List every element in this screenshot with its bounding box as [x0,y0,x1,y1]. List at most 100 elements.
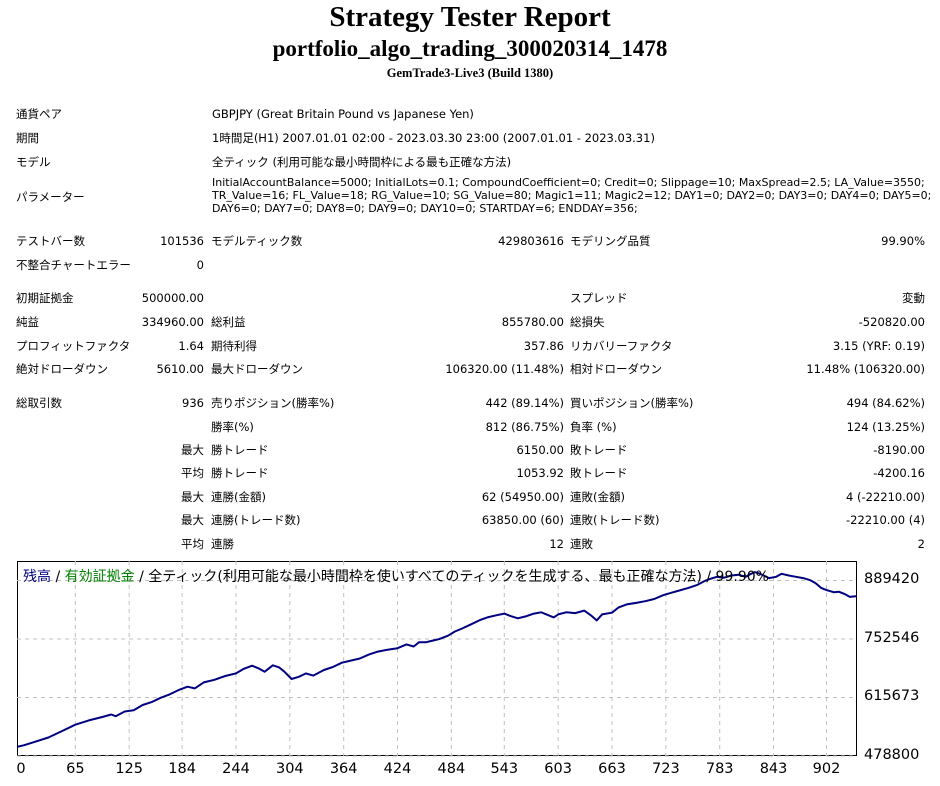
mismatch-value: 0 [196,258,204,272]
cons-loss-money-value: 4 (-22210.00) [846,490,925,504]
x-tick-label: 304 [275,761,304,777]
max-label-1: 最大 [181,443,204,457]
x-tick-label: 603 [544,761,572,777]
x-tick-label: 663 [598,761,626,777]
chart-legend: 残高 / 有効証拠金 / 全ティック(利用可能な最小時間枠を使いすべてのティック… [23,566,769,586]
expected-payoff-label: 期待利得 [211,339,257,353]
recovery-factor-value: 3.15 (YRF: 0.19) [832,339,925,353]
legend-separator: / [51,569,65,585]
ticks-label: モデルティック数 [211,234,303,248]
params-line-3: DAY6=0; DAY7=0; DAY8=0; DAY9=0; DAY10=0;… [212,202,638,215]
y-tick-label: 615673 [864,688,920,705]
long-positions-value: 494 (84.62%) [846,396,925,410]
loss-rate-value: 124 (13.25%) [846,420,925,434]
short-positions-value: 442 (89.14%) [485,396,564,410]
quality-label: モデリング品質 [570,234,651,248]
expected-payoff-value: 357.86 [523,339,564,353]
largest-win-value: 6150.00 [516,443,564,457]
total-trades-label: 総取引数 [16,396,62,410]
x-tick-label: 0 [16,761,26,777]
x-tick-label: 783 [705,761,734,777]
model-label: モデル [16,155,51,169]
deposit-label: 初期証拠金 [16,291,74,305]
rel-drawdown-label: 相対ドローダウン [570,362,662,376]
x-tick-label: 424 [383,761,412,777]
mismatch-label: 不整合チャートエラー [16,258,131,272]
rel-drawdown-value: 11.48% (106320.00) [806,362,925,376]
x-tick-label: 843 [759,761,788,777]
pair-value: GBPJPY (Great Britain Pound vs Japanese … [212,107,474,121]
build-info: GemTrade3-Live3 (Build 1380) [386,66,554,80]
balance-chart [16,561,858,757]
abs-drawdown-value: 5610.00 [156,362,204,376]
largest-win-label: 勝トレード [211,443,269,457]
x-tick-label: 902 [812,761,841,777]
y-tick-label: 478800 [864,747,920,763]
gross-profit-value: 855780.00 [501,315,564,329]
x-tick-label: 364 [329,761,358,777]
avg-cons-wins-label: 連勝 [211,537,234,551]
cons-loss-trades-value: -22210.00 (4) [846,513,925,527]
legend-equity: 有効証拠金 [64,569,135,585]
balance-line [16,571,858,748]
report-title: Strategy Tester Report [329,1,611,33]
model-value: 全ティック (利用可能な最小時間枠による最も正確な方法) [212,155,512,169]
avg-cons-wins-value: 12 [549,537,564,551]
report-subtitle: portfolio_algo_trading_300020314_1478 [272,36,668,61]
chart-frame [17,561,857,756]
cons-wins-trades-label: 連勝(トレード数) [211,513,301,527]
avg-cons-loss-label: 連敗 [570,537,593,551]
params-label: パラメーター [16,190,85,204]
total-trades-value: 936 [182,396,204,410]
x-tick-label: 65 [66,761,85,777]
gross-profit-label: 総利益 [211,315,246,329]
max-label-3: 最大 [181,513,204,527]
cons-loss-money-label: 連敗(金額) [570,490,625,504]
gross-loss-label: 総損失 [570,315,605,329]
x-tick-label: 723 [652,761,680,777]
net-label: 純益 [16,315,39,329]
win-rate-value: 812 (86.75%) [485,420,564,434]
params-line-2: TR_Value=16; FL_Value=18; RG_Value=10; S… [212,189,932,202]
abs-drawdown-label: 絶対ドローダウン [16,362,108,376]
long-positions-label: 買いポジション(勝率%) [570,396,694,410]
recovery-factor-label: リカバリーファクタ [570,339,673,353]
bars-value: 101536 [160,234,204,248]
x-tick-label: 184 [168,761,196,777]
quality-value: 99.90% [881,234,925,248]
avg-loss-label: 敗トレード [570,466,628,480]
cons-wins-money-value: 62 (54950.00) [481,490,564,504]
largest-loss-label: 敗トレード [570,443,628,457]
period-value: 1時間足(H1) 2007.01.01 02:00 - 2023.03.30 2… [212,131,655,145]
bars-label: テストバー数 [16,234,85,248]
loss-rate-label: 負率 (%) [570,420,617,434]
avg-win-label: 勝トレード [211,466,269,480]
avg-label-2: 平均 [181,537,204,551]
x-tick-label: 125 [115,761,144,777]
avg-win-value: 1053.92 [516,466,564,480]
largest-loss-value: -8190.00 [873,443,925,457]
avg-label-1: 平均 [181,466,204,480]
avg-loss-value: -4200.16 [873,466,925,480]
pair-label: 通貨ペア [16,107,62,121]
max-drawdown-label: 最大ドローダウン [211,362,303,376]
cons-loss-trades-label: 連敗(トレード数) [570,513,660,527]
spread-value: 変動 [902,291,925,305]
win-rate-label: 勝率(%) [211,420,254,434]
x-tick-label: 484 [437,761,466,777]
spread-label: スプレッド [570,291,628,305]
cons-wins-money-label: 連勝(金額) [211,490,266,504]
max-label-2: 最大 [181,490,204,504]
params-line-1: InitialAccountBalance=5000; InitialLots=… [212,176,925,189]
short-positions-label: 売りポジション(勝率%) [211,396,335,410]
ticks-value: 429803616 [498,234,564,248]
profit-factor-label: プロフィットファクタ [16,339,131,353]
y-tick-label: 889420 [864,571,920,588]
x-tick-label: 244 [222,761,250,777]
legend-description: / 全ティック(利用可能な最小時間枠を使いすべてのティックを生成する、最も正確な… [134,569,769,585]
max-drawdown-value: 106320.00 (11.48%) [445,362,564,376]
net-value: 334960.00 [141,315,204,329]
cons-wins-trades-value: 63850.00 (60) [481,513,564,527]
y-tick-label: 752546 [864,629,920,646]
profit-factor-value: 1.64 [178,339,204,353]
